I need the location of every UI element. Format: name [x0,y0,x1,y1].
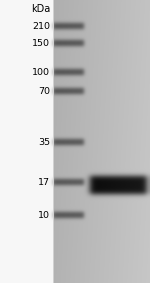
Text: 10: 10 [38,211,50,220]
Text: 70: 70 [38,87,50,97]
Text: 150: 150 [32,39,50,48]
Text: kDa: kDa [31,4,50,14]
Text: 100: 100 [32,68,50,77]
Text: 210: 210 [32,22,50,31]
Text: 17: 17 [38,178,50,187]
Text: 35: 35 [38,138,50,147]
